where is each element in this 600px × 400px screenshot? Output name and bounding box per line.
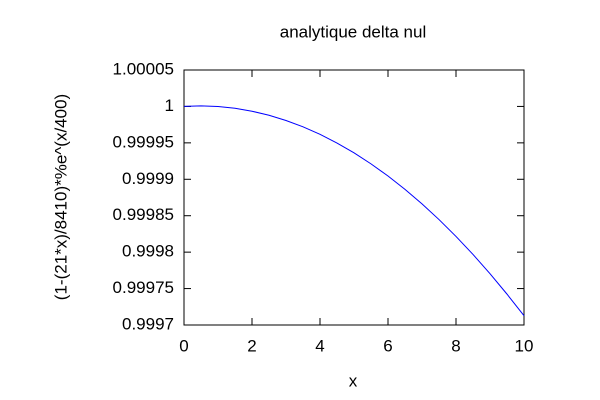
y-tick-label: 0.99995 (113, 132, 174, 151)
y-tick-label: 0.9998 (122, 242, 174, 261)
x-tick-label: 0 (179, 336, 188, 355)
x-tick-label: 10 (515, 336, 534, 355)
y-tick-label: 0.99975 (113, 278, 174, 297)
plot-frame (183, 69, 525, 326)
y-tick-label: 1.00005 (113, 59, 174, 78)
y-axis-label: (1-(21*x)/8410)*%e^(x/400) (51, 94, 70, 300)
y-tick-label: 1 (165, 96, 174, 115)
x-tick-label: 8 (451, 336, 460, 355)
data-line (183, 105, 525, 317)
x-axis-label: x (349, 371, 358, 390)
y-tick-label: 0.9999 (122, 169, 174, 188)
y-tick-label: 0.99985 (113, 205, 174, 224)
chart-title: analytique delta nul (280, 22, 427, 41)
x-tick-label: 4 (315, 336, 324, 355)
y-tick-label: 0.9997 (122, 314, 174, 333)
x-tick-label: 6 (383, 336, 392, 355)
x-tick-label: 2 (247, 336, 256, 355)
